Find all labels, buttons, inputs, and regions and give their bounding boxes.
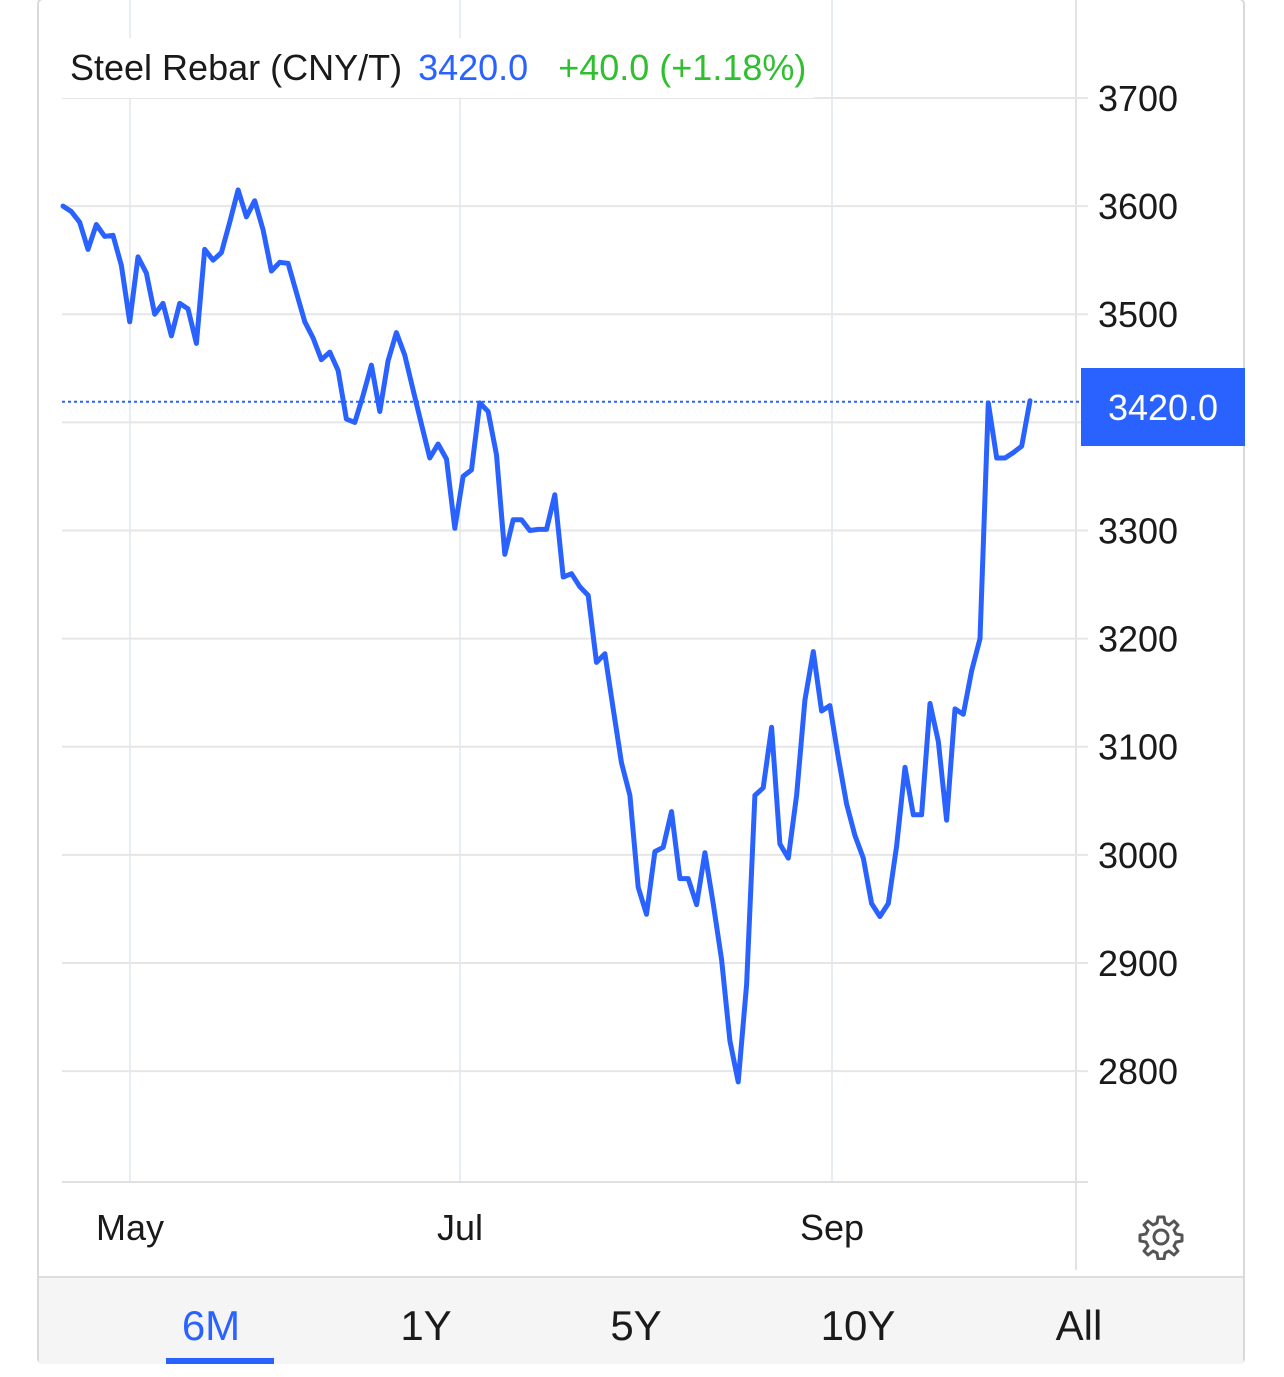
tab-10y[interactable]: 10Y xyxy=(820,1302,896,1349)
y-tick-label: 3300 xyxy=(1098,510,1178,551)
gear-icon[interactable] xyxy=(1138,1214,1184,1261)
price-change: +40.0 (+1.18%) xyxy=(558,47,807,88)
tab-5y[interactable]: 5Y xyxy=(610,1302,662,1349)
y-tick-label: 3700 xyxy=(1098,78,1178,119)
instrument-title: Steel Rebar (CNY/T) xyxy=(70,47,403,88)
price-series-line xyxy=(60,187,1033,1085)
y-tick-label: 2900 xyxy=(1098,943,1178,984)
x-tick-label: Jul xyxy=(437,1207,483,1248)
tab-6m[interactable]: 6M xyxy=(181,1302,241,1349)
y-tick-label: 3200 xyxy=(1098,619,1178,660)
x-tick-label: May xyxy=(96,1207,164,1248)
y-tick-label: 3600 xyxy=(1098,186,1178,227)
last-price: 3420.0 xyxy=(418,47,529,88)
active-tab-indicator xyxy=(166,1358,274,1364)
current-price-tag: 3420.0 xyxy=(1081,367,1245,446)
chart-frame xyxy=(37,0,1245,1364)
tab-all[interactable]: All xyxy=(1055,1302,1103,1349)
y-tick-label: 3100 xyxy=(1098,727,1178,768)
y-tick-label: 2800 xyxy=(1098,1051,1178,1092)
chart-header: Steel Rebar (CNY/T) 3420.0 +40.0 (+1.18%… xyxy=(62,38,815,98)
x-tick-label: Sep xyxy=(800,1207,864,1248)
time-range-tabs: 6M 1Y 5Y 10Y All xyxy=(39,1276,1243,1364)
chart-plot: 3700 3600 3500 3300 3200 3100 3000 2900 2800 May J… xyxy=(60,0,1178,1270)
tab-1y[interactable]: 1Y xyxy=(400,1302,452,1349)
y-tick-label: 3500 xyxy=(1098,294,1178,335)
y-tick-label: 3000 xyxy=(1098,835,1178,876)
